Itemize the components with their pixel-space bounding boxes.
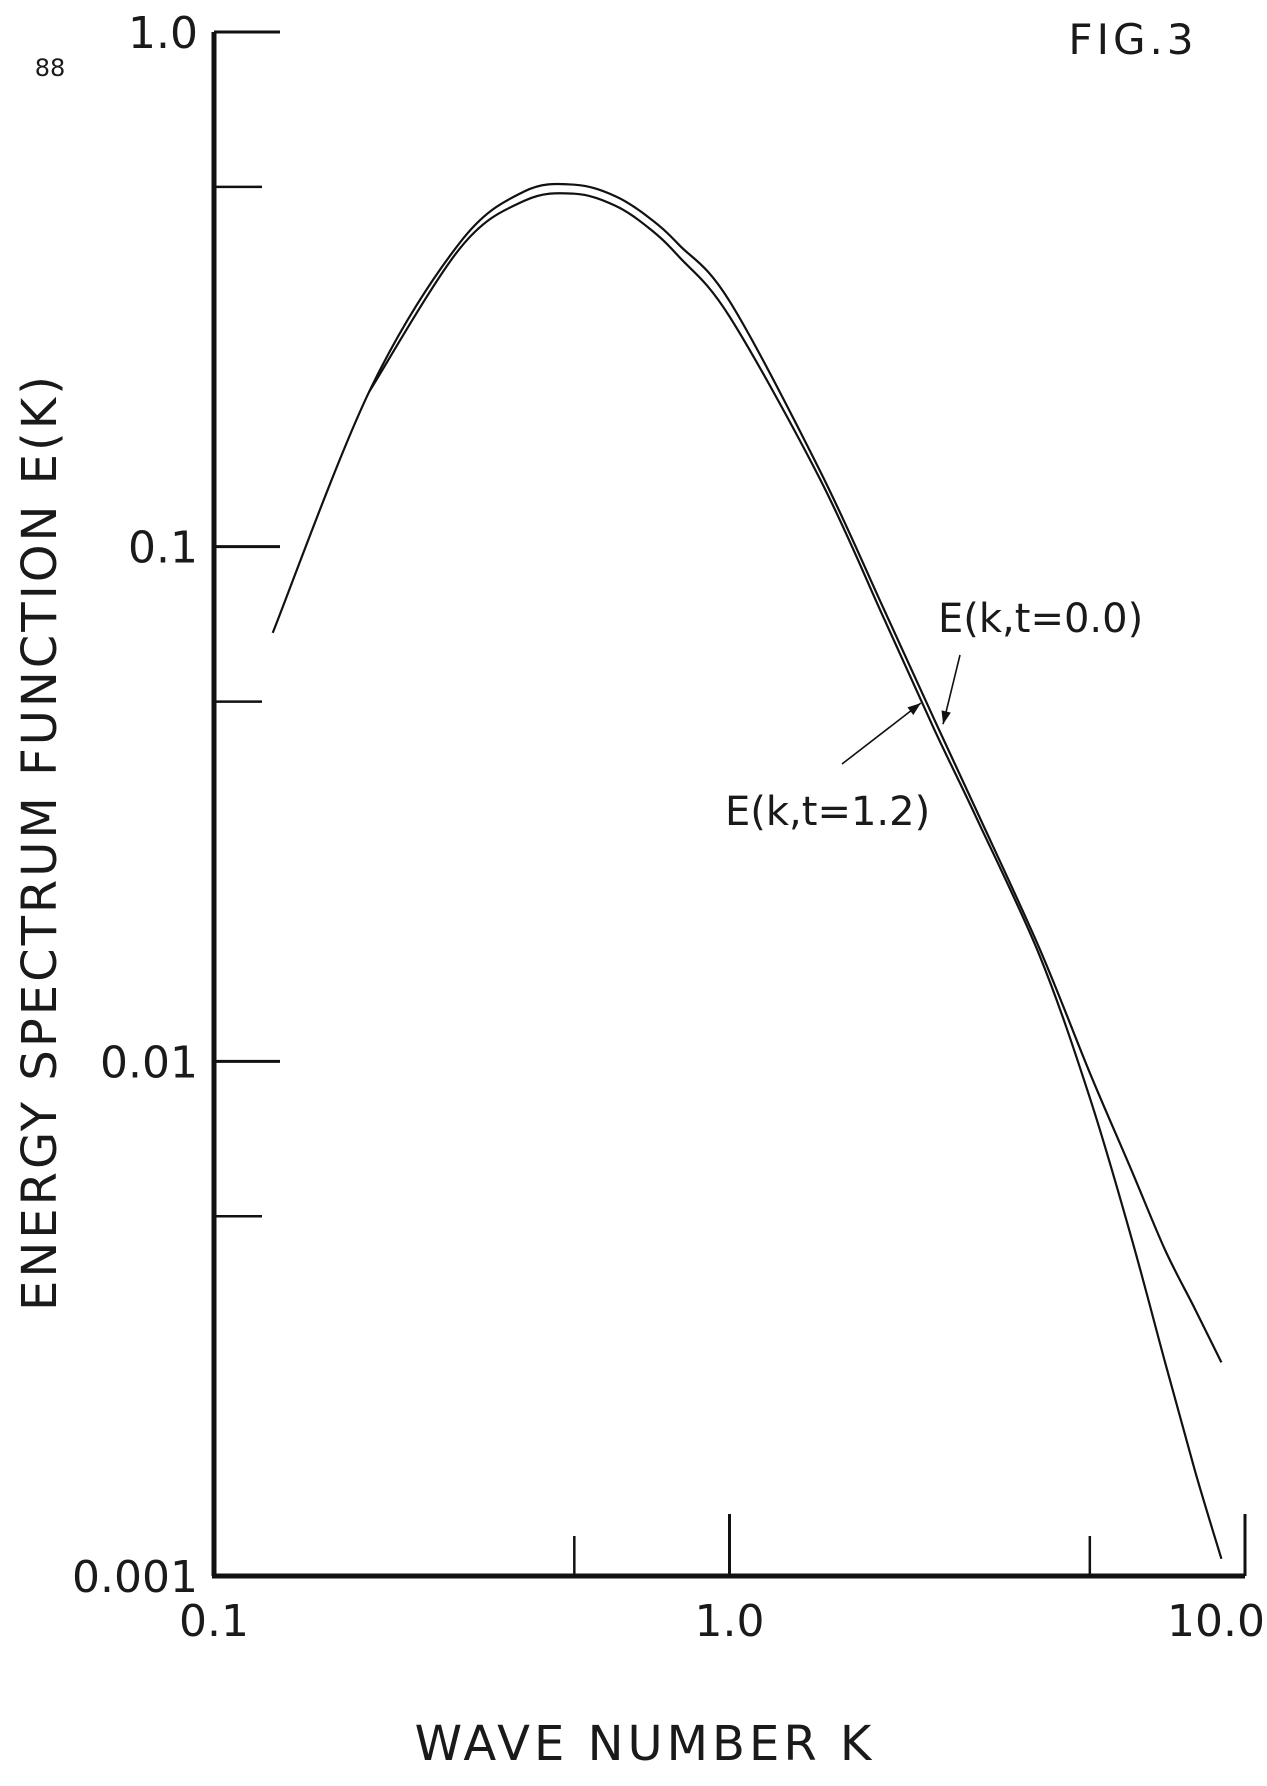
y-tick-label: 0.1	[128, 523, 198, 574]
x-tick-label: 10.0	[1167, 1596, 1265, 1647]
x-tick-label: 0.1	[179, 1596, 249, 1647]
series-line-t0	[271, 182, 1223, 1363]
page-number: 88	[35, 54, 66, 82]
x-axis-label: WAVE NUMBER K	[415, 1716, 876, 1772]
chart-tick-labels: 0.001 0.01 0.1 1.0 0.1 1.0 10.0	[72, 8, 1265, 1647]
chart-annotations: E(k,t=0.0) E(k,t=1.2)	[725, 596, 1143, 835]
annotation-arrowhead	[907, 703, 921, 716]
x-tick-label: 1.0	[695, 1596, 765, 1647]
annotation-label: E(k,t=1.2)	[725, 789, 930, 835]
annotation-arrowhead	[941, 710, 951, 725]
y-axis-label: ENERGY SPECTRUM FUNCTION E(K)	[12, 373, 68, 1311]
y-tick-label: 0.001	[72, 1552, 198, 1603]
chart-series	[271, 182, 1223, 1560]
series-line-t12	[368, 192, 1223, 1560]
chart-ticks	[214, 30, 1247, 1578]
y-tick-label: 0.01	[100, 1037, 198, 1088]
figure-label: FIG.3	[1068, 15, 1197, 64]
y-tick-label: 1.0	[128, 8, 198, 59]
annotation-leader	[841, 702, 922, 765]
annotation-label: E(k,t=0.0)	[938, 596, 1143, 642]
